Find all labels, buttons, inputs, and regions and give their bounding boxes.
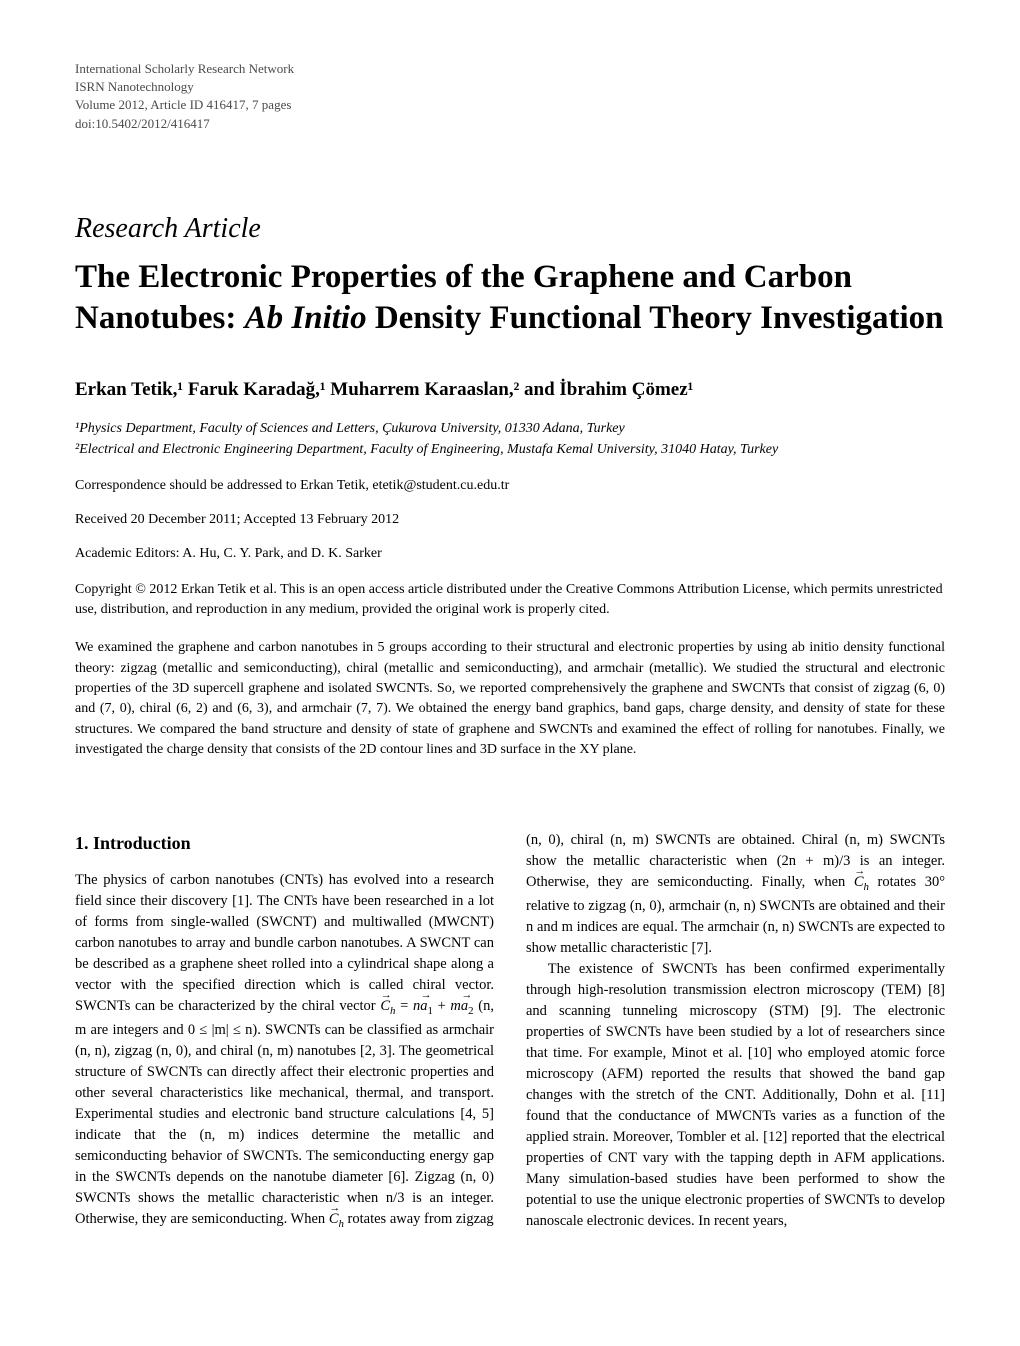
- title-part2: Density Functional Theory Investigation: [367, 300, 944, 336]
- chiral-vector-symbol-2: C: [329, 1209, 339, 1230]
- journal-volume: Volume 2012, Article ID 416417, 7 pages: [75, 96, 945, 114]
- journal-name: ISRN Nanotechnology: [75, 78, 945, 96]
- col2-paragraph-1: (n, 0), chiral (n, m) SWCNTs are obtaine…: [526, 830, 945, 959]
- chiral-vector-symbol: C: [380, 996, 390, 1017]
- title-italic: Ab Initio: [245, 300, 367, 336]
- journal-network: International Scholarly Research Network: [75, 60, 945, 78]
- column-right: (n, 0), chiral (n, m) SWCNTs are obtaine…: [526, 830, 945, 1233]
- academic-editors: Academic Editors: A. Hu, C. Y. Park, and…: [75, 546, 945, 562]
- affiliation-2: ²Electrical and Electronic Engineering D…: [75, 440, 945, 460]
- article-title: The Electronic Properties of the Graphen…: [75, 257, 945, 340]
- affiliation-1: ¹Physics Department, Faculty of Sciences…: [75, 419, 945, 439]
- copyright-notice: Copyright © 2012 Erkan Tetik et al. This…: [75, 580, 945, 621]
- col1-p1-text-c: rotates away from zigzag: [344, 1211, 494, 1227]
- chiral-vector-symbol-3: C: [854, 872, 864, 893]
- column-left: 1. Introduction The physics of carbon na…: [75, 830, 494, 1233]
- unit-vector-a1: a: [420, 996, 427, 1017]
- unit-vector-a2: a: [461, 996, 468, 1017]
- article-type: Research Article: [75, 213, 945, 245]
- col1-p1-text-b: (n, m are integers and 0 ≤ |m| ≤ n). SWC…: [75, 998, 494, 1227]
- col1-paragraph-1: The physics of carbon nanotubes (CNTs) h…: [75, 870, 494, 1233]
- body-columns: 1. Introduction The physics of carbon na…: [75, 830, 945, 1233]
- submission-dates: Received 20 December 2011; Accepted 13 F…: [75, 512, 945, 528]
- journal-info: International Scholarly Research Network…: [75, 60, 945, 133]
- authors: Erkan Tetik,¹ Faruk Karadağ,¹ Muharrem K…: [75, 379, 945, 401]
- affiliations: ¹Physics Department, Faculty of Sciences…: [75, 419, 945, 460]
- col2-paragraph-2: The existence of SWCNTs has been confirm…: [526, 959, 945, 1232]
- correspondence: Correspondence should be addressed to Er…: [75, 478, 945, 494]
- section-1-heading: 1. Introduction: [75, 830, 494, 856]
- abstract: We examined the graphene and carbon nano…: [75, 638, 945, 760]
- journal-doi: doi:10.5402/2012/416417: [75, 115, 945, 133]
